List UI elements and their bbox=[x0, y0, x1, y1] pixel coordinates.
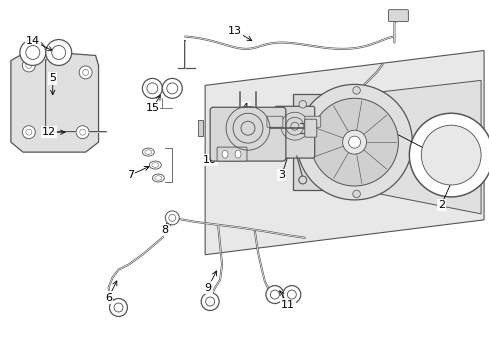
Text: 8: 8 bbox=[162, 225, 169, 235]
Ellipse shape bbox=[152, 163, 159, 167]
Text: 9: 9 bbox=[205, 283, 212, 293]
Circle shape bbox=[297, 84, 413, 200]
Circle shape bbox=[409, 113, 490, 197]
Text: 12: 12 bbox=[42, 127, 56, 137]
Circle shape bbox=[167, 83, 178, 94]
Circle shape bbox=[143, 78, 162, 98]
FancyBboxPatch shape bbox=[267, 116, 283, 127]
Text: 14: 14 bbox=[26, 36, 40, 46]
Text: 4: 4 bbox=[242, 103, 248, 113]
FancyBboxPatch shape bbox=[217, 147, 247, 161]
Text: 2: 2 bbox=[438, 200, 445, 210]
Circle shape bbox=[110, 298, 127, 316]
Circle shape bbox=[162, 78, 182, 98]
Ellipse shape bbox=[222, 150, 228, 158]
Text: 13: 13 bbox=[228, 26, 242, 36]
Text: 5: 5 bbox=[49, 73, 56, 84]
Circle shape bbox=[169, 214, 176, 221]
Circle shape bbox=[83, 69, 89, 75]
Circle shape bbox=[80, 129, 86, 135]
Text: 10: 10 bbox=[203, 155, 217, 165]
Polygon shape bbox=[198, 120, 203, 136]
Polygon shape bbox=[11, 50, 98, 152]
Text: 11: 11 bbox=[281, 300, 295, 310]
FancyBboxPatch shape bbox=[275, 106, 315, 158]
FancyBboxPatch shape bbox=[305, 116, 321, 127]
Ellipse shape bbox=[149, 161, 161, 169]
Circle shape bbox=[26, 45, 40, 59]
Text: 15: 15 bbox=[146, 103, 159, 113]
Circle shape bbox=[353, 190, 360, 198]
Circle shape bbox=[283, 285, 301, 303]
Ellipse shape bbox=[152, 174, 164, 182]
Circle shape bbox=[20, 40, 46, 66]
Text: 3: 3 bbox=[278, 170, 285, 180]
Circle shape bbox=[52, 45, 66, 59]
FancyBboxPatch shape bbox=[293, 94, 365, 190]
Circle shape bbox=[201, 293, 219, 310]
FancyBboxPatch shape bbox=[305, 119, 317, 137]
Circle shape bbox=[46, 40, 72, 66]
Text: 1: 1 bbox=[434, 150, 441, 160]
Circle shape bbox=[23, 59, 35, 72]
Circle shape bbox=[348, 136, 361, 148]
Circle shape bbox=[299, 176, 307, 184]
Circle shape bbox=[26, 62, 32, 68]
FancyBboxPatch shape bbox=[389, 10, 408, 22]
Circle shape bbox=[266, 285, 284, 303]
Circle shape bbox=[76, 126, 89, 139]
Polygon shape bbox=[205, 50, 484, 255]
Circle shape bbox=[114, 303, 123, 312]
Circle shape bbox=[311, 98, 398, 186]
Polygon shape bbox=[360, 80, 481, 214]
Circle shape bbox=[287, 290, 296, 299]
Circle shape bbox=[147, 83, 158, 94]
Circle shape bbox=[165, 211, 179, 225]
Ellipse shape bbox=[143, 148, 154, 156]
Circle shape bbox=[343, 130, 367, 154]
Ellipse shape bbox=[145, 150, 152, 154]
Ellipse shape bbox=[155, 176, 162, 180]
Circle shape bbox=[23, 126, 35, 139]
Text: 6: 6 bbox=[105, 293, 112, 302]
Text: 7: 7 bbox=[127, 170, 134, 180]
Circle shape bbox=[206, 297, 215, 306]
Circle shape bbox=[299, 100, 307, 108]
Ellipse shape bbox=[235, 150, 241, 158]
Circle shape bbox=[79, 66, 92, 79]
Circle shape bbox=[421, 125, 481, 185]
Circle shape bbox=[299, 176, 307, 184]
Circle shape bbox=[26, 129, 32, 135]
FancyBboxPatch shape bbox=[210, 107, 286, 161]
Circle shape bbox=[353, 86, 360, 94]
Circle shape bbox=[270, 290, 279, 299]
